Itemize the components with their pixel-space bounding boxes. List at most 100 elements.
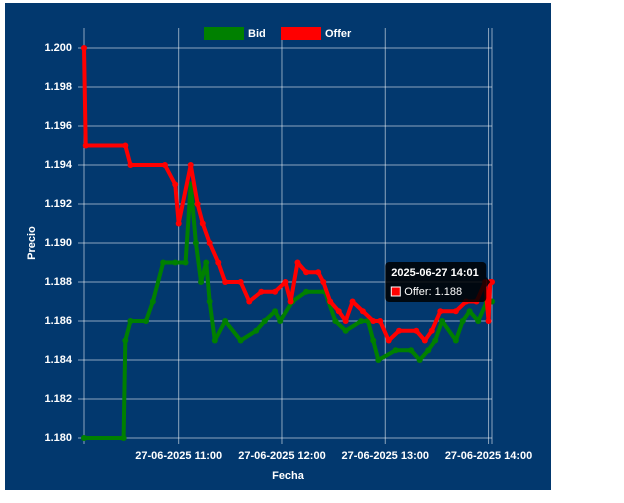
data-point <box>222 318 229 324</box>
data-point <box>432 337 439 344</box>
data-point <box>222 279 229 285</box>
data-point <box>199 220 206 227</box>
data-point <box>408 347 415 354</box>
data-point <box>428 327 435 334</box>
x-tick-label: 27-06-2025 14:00 <box>445 450 532 462</box>
data-point <box>349 298 356 305</box>
data-point <box>215 259 222 266</box>
y-tick-label: 1.182 <box>44 393 72 405</box>
data-point <box>192 240 199 246</box>
legend-swatch <box>204 27 244 40</box>
y-tick-label: 1.194 <box>44 159 72 171</box>
y-tick-label: 1.200 <box>44 42 72 54</box>
data-point <box>425 347 432 354</box>
data-point <box>198 279 205 285</box>
chart-background <box>5 3 551 490</box>
data-point <box>416 357 423 363</box>
legend-label: Bid <box>248 28 266 40</box>
x-tick-label: 27-06-2025 12:00 <box>238 450 325 462</box>
y-tick-label: 1.196 <box>44 120 72 132</box>
legend-label: Offer <box>325 28 352 40</box>
data-point <box>246 298 253 305</box>
tooltip-caret <box>486 277 491 287</box>
legend-swatch <box>281 27 321 40</box>
data-point <box>127 318 134 324</box>
data-point <box>258 288 265 295</box>
data-point <box>81 45 87 51</box>
data-point <box>439 318 446 324</box>
data-point <box>187 162 194 168</box>
data-point <box>396 327 403 334</box>
data-point <box>459 318 466 324</box>
data-point <box>335 308 342 315</box>
data-point <box>359 308 366 315</box>
data-point <box>489 279 495 285</box>
data-point <box>385 337 392 344</box>
data-point <box>175 220 182 227</box>
data-point <box>358 318 365 324</box>
data-point <box>303 269 310 276</box>
data-point <box>82 142 89 149</box>
data-point <box>211 337 218 344</box>
y-tick-label: 1.186 <box>44 315 72 327</box>
data-point <box>172 259 179 266</box>
tooltip: 2025-06-27 14:01 Offer: 1.188 <box>385 262 491 302</box>
data-point <box>127 162 134 168</box>
tooltip-title: 2025-06-27 14:01 <box>391 267 478 279</box>
data-point <box>206 298 213 305</box>
data-point <box>261 318 268 324</box>
data-point <box>377 318 384 324</box>
data-point <box>142 318 149 324</box>
data-point <box>327 298 334 305</box>
data-point <box>485 318 492 324</box>
data-point <box>315 269 322 276</box>
y-tick-label: 1.188 <box>44 276 72 288</box>
data-point <box>282 279 289 285</box>
data-point <box>342 318 349 324</box>
data-point <box>182 259 189 266</box>
data-point <box>392 347 399 354</box>
data-point <box>452 308 459 315</box>
data-point <box>303 288 310 295</box>
tooltip-swatch <box>390 286 401 297</box>
x-tick-label: 27-06-2025 13:00 <box>342 450 429 462</box>
data-point <box>122 337 129 344</box>
x-tick-label: 27-06-2025 11:00 <box>135 450 222 462</box>
data-point <box>452 337 459 344</box>
data-point <box>272 288 279 295</box>
y-axis-title: Precio <box>26 226 38 260</box>
data-point <box>172 181 179 188</box>
tooltip-box <box>385 262 487 302</box>
x-axis-title: Fecha <box>272 470 305 482</box>
data-point <box>122 142 129 149</box>
data-point <box>342 327 349 334</box>
data-point <box>237 279 244 285</box>
data-point <box>203 259 210 266</box>
data-point <box>237 337 244 344</box>
data-point <box>320 279 327 285</box>
data-point <box>194 201 201 207</box>
data-point <box>149 298 156 305</box>
y-tick-label: 1.184 <box>44 354 72 366</box>
data-point <box>421 337 428 344</box>
y-tick-label: 1.192 <box>44 198 72 210</box>
data-point <box>277 318 284 324</box>
data-point <box>466 308 473 315</box>
data-point <box>287 298 294 305</box>
data-point <box>475 318 482 324</box>
data-point <box>81 435 87 441</box>
data-point <box>206 240 213 246</box>
data-point <box>160 259 167 266</box>
y-tick-label: 1.180 <box>44 432 72 444</box>
data-point <box>413 327 420 334</box>
y-tick-label: 1.190 <box>44 237 72 249</box>
data-point <box>161 162 168 168</box>
data-point <box>253 327 260 334</box>
data-point <box>437 308 444 315</box>
tooltip-label: Offer: 1.188 <box>404 286 462 298</box>
data-point <box>294 259 301 266</box>
y-tick-label: 1.198 <box>44 81 72 93</box>
data-point <box>370 318 377 324</box>
data-point <box>272 308 279 315</box>
